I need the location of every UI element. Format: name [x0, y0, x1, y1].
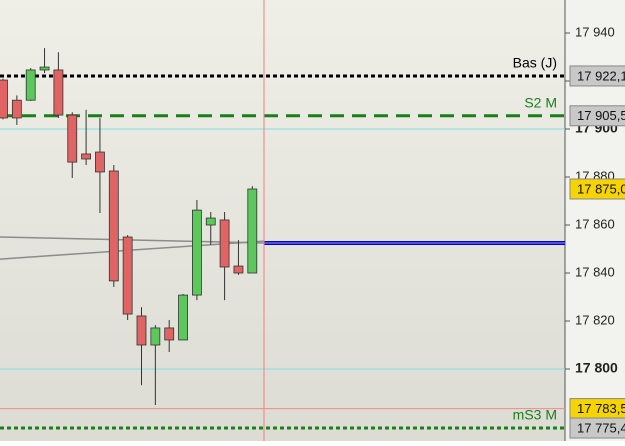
candle-body: [11, 99, 22, 119]
candle-body: [67, 114, 78, 163]
value-label: 17 783,5: [577, 401, 625, 416]
y-tick-label: 17 940: [575, 24, 615, 39]
value-box: [569, 105, 625, 127]
candle-body: [191, 209, 202, 296]
level-label: mS3 M: [513, 407, 557, 423]
level-label: Bas (J): [513, 55, 557, 71]
candle-body: [39, 66, 50, 71]
candle-body: [0, 79, 8, 119]
plot-area: [0, 0, 565, 441]
value-box: [569, 178, 625, 200]
candle-body: [25, 69, 36, 101]
value-box: [569, 65, 625, 87]
candle-body: [136, 315, 147, 346]
y-tick-label: 17 820: [575, 312, 615, 327]
candle-body: [164, 327, 175, 341]
level-label: S2 M: [524, 95, 557, 111]
y-tick-label: 17 840: [575, 264, 615, 279]
y-tick-label: 17 860: [575, 216, 615, 231]
value-label: 17 905,5: [577, 108, 625, 123]
candle-body: [205, 217, 216, 226]
value-box: [569, 417, 625, 439]
candle-body: [53, 69, 64, 116]
candle-body: [219, 219, 230, 268]
candle-body: [81, 153, 91, 160]
candle-body: [247, 188, 258, 274]
candle-body: [150, 327, 161, 346]
candle-body: [122, 236, 133, 315]
candle-body: [233, 265, 244, 274]
value-label: 17 775,4: [577, 420, 625, 435]
candle-body: [178, 294, 188, 341]
value-label: 17 922,1: [577, 68, 625, 83]
candle-body: [95, 151, 105, 173]
candle-body: [108, 170, 119, 282]
value-label: 17 875,0: [577, 181, 625, 196]
y-tick-label: 17 800: [575, 360, 618, 376]
